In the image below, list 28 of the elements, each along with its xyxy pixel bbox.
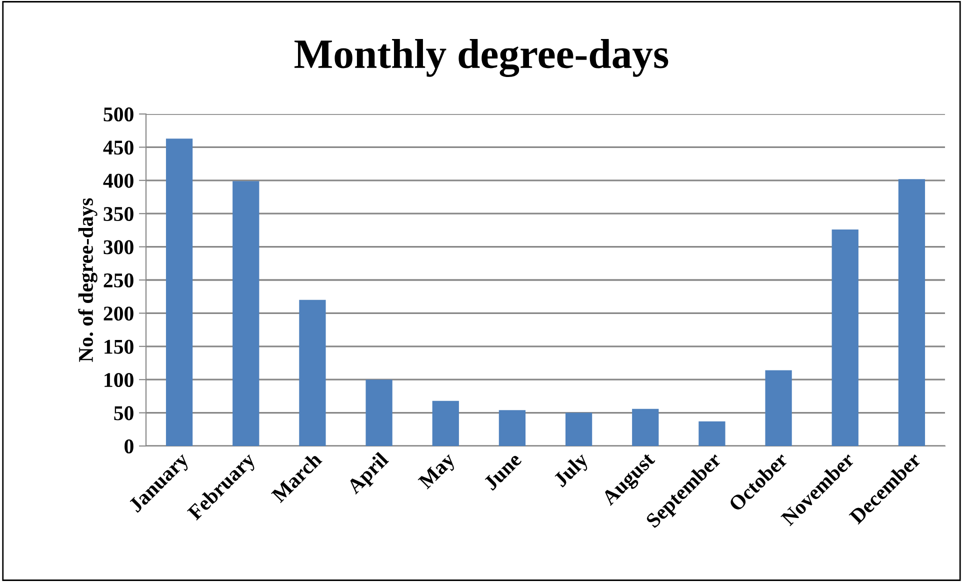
bar <box>698 421 726 446</box>
bar <box>498 410 526 446</box>
bar <box>565 412 592 446</box>
bar <box>232 181 260 446</box>
bar <box>366 380 392 446</box>
y-tick-label: 350 <box>104 206 134 222</box>
y-tick-label: 500 <box>104 107 134 122</box>
x-tick-label: June <box>483 452 522 491</box>
y-tick-label: 0 <box>124 439 134 454</box>
bar <box>898 179 926 446</box>
bar <box>166 138 193 446</box>
x-tick-label: July <box>552 451 592 491</box>
y-tick-label: 250 <box>104 273 134 288</box>
x-tick-label: May <box>418 452 459 493</box>
y-tick-label: 400 <box>103 174 134 188</box>
bar <box>765 370 792 446</box>
y-axis-title: No. of degree-days <box>78 198 98 362</box>
y-tick-label: 100 <box>104 372 134 388</box>
y-tick-label: 450 <box>103 140 134 155</box>
bar <box>632 408 659 446</box>
y-tick-label: 300 <box>104 240 134 254</box>
bar <box>299 300 326 446</box>
chart-title: Monthly degree-days <box>294 38 668 78</box>
bar <box>832 230 858 446</box>
bar <box>432 400 459 446</box>
y-tick-label: 150 <box>104 340 134 354</box>
y-tick-label: 50 <box>114 406 134 420</box>
y-tick-label: 200 <box>104 306 134 321</box>
